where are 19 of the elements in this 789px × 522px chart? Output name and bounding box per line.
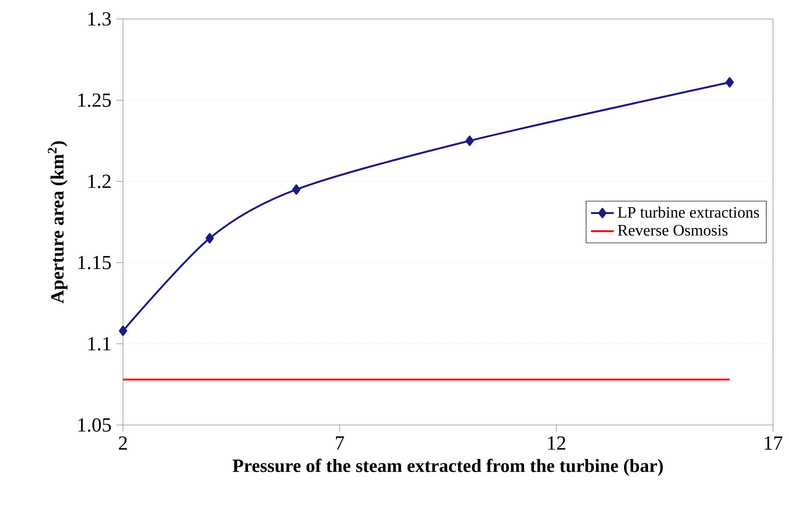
point xyxy=(118,326,128,336)
point xyxy=(206,233,214,244)
legend-label: LP turbine extractions xyxy=(618,206,760,218)
y-tick-label: 1.1 xyxy=(88,337,110,351)
x-tick-label: 2 xyxy=(118,436,127,450)
y-tick-label: 1.3 xyxy=(88,12,111,26)
y-axis-title: Aperture area (km$^{2}$) xyxy=(48,141,68,304)
x-axis-title: Pressure of the steam extracted from the turbine (bar) xyxy=(232,458,663,476)
point xyxy=(466,136,474,146)
y-tick-label: 1.2 xyxy=(88,174,111,188)
y-tick-label: 1.05 xyxy=(78,418,111,432)
x-tick-label: 17 xyxy=(764,436,782,450)
point xyxy=(292,184,300,195)
y-tick-label: 1.25 xyxy=(78,93,111,107)
x-tick-label: 7 xyxy=(336,436,344,450)
x-tick-label: 12 xyxy=(548,436,566,450)
legend-label: Reverse Osmosis xyxy=(618,224,728,236)
y-tick-label: 1.15 xyxy=(78,256,111,270)
point xyxy=(726,77,734,88)
